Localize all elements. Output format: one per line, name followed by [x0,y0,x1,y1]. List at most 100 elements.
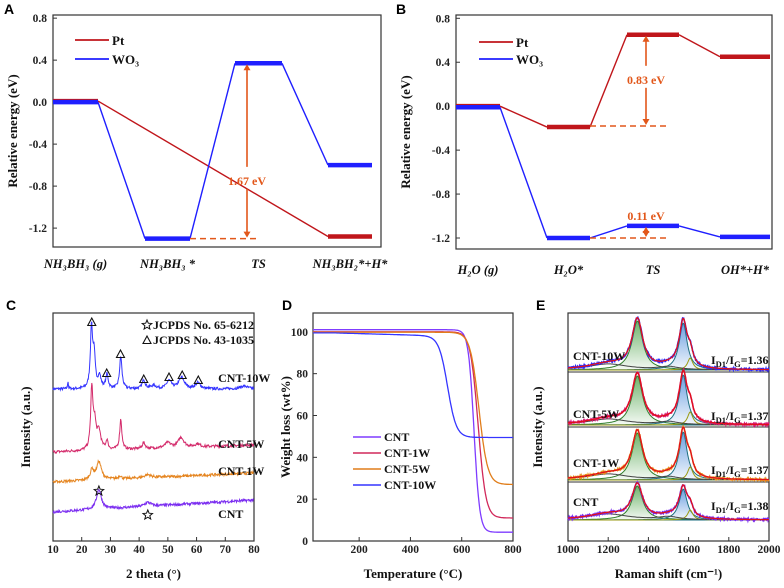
legend-label: WO₃ [516,52,543,67]
raman-spectrum-cnt [567,480,770,524]
legend-label: Pt [516,35,529,50]
tga-curve-cnt-10w [313,332,513,439]
ratio-subscript: G [734,505,741,515]
x-tick-label: 800 [504,544,522,556]
arrow-head-down [642,231,650,238]
series-pt [456,32,770,130]
x-tick-label: 60 [191,544,203,556]
series-label: CNT-5W [573,407,619,421]
x-tick-label: 1200 [597,544,620,556]
triangle-peak-marker [115,348,126,359]
x-tick-label: 600 [453,544,471,556]
connector-line [97,100,329,238]
ratio-subscript: G [734,359,741,369]
raman-spectrum-cnt-1w [567,424,770,484]
series-label: CNT-1W [573,456,619,470]
y-tick-label: 60 [297,410,309,422]
ratio-subscript: D1 [716,469,726,479]
series-label: CNT-10W [573,349,625,363]
legend-triangle-icon [142,334,152,345]
y-axis-label: Intensity (a.u.) [18,386,33,467]
intensity-ratio-label: ID1/IG=1.37 [711,463,769,479]
legend-label: JCPDS No. 65-6212 [153,318,254,332]
cumulative-fit [567,369,769,426]
plot-frame [312,312,514,542]
connector-line [589,34,628,128]
star-peak-marker [141,508,154,521]
intensity-ratio-label: ID1/IG=1.37 [711,409,769,425]
y-tick-label: 0.8 [33,13,48,25]
y-tick-label: 0.4 [436,57,451,69]
ratio-text: /I [725,463,734,477]
raman-spectrum-cnt-10w [567,315,770,373]
plot-frame [52,312,255,542]
connector-line [499,105,548,128]
connector-line [189,63,236,239]
xrd-trace-cnt-10w [52,321,255,392]
star-peak-marker [92,484,105,497]
y-tick-label: -0.4 [432,145,450,157]
x-axis-label: 2 theta (°) [126,566,181,581]
ratio-text: = [741,499,748,513]
ratio-text: 1.37 [748,409,769,423]
tga-chart: 200 400 600 800 0 20 40 60 80 100 Temperature (°C)… [278,312,522,581]
y-tick-label: 20 [297,494,309,506]
y-tick-label: 0 [302,536,308,548]
energy-barrier-annotation: 0.11 eV [590,209,666,239]
ratio-text: I [711,463,716,477]
y-tick-label: 0.0 [33,97,48,109]
y-tick-label: -1.2 [29,223,47,235]
x-tick-label: 80 [248,544,260,556]
legend-label: CNT-10W [384,478,436,492]
panel-label-c: C [6,297,16,313]
plot-frame [52,14,382,248]
x-tick-label: 40 [133,544,145,556]
series-label: CNT [218,507,243,521]
triangle-peak-marker [193,374,204,385]
y-axis-label: Relative energy (eV) [5,74,20,187]
panel-label-d: D [282,297,292,313]
ratio-subscript: G [734,469,741,479]
legend-label: CNT [384,430,409,444]
ratio-text: I [711,353,716,367]
x-tick-label: 20 [76,544,88,556]
intensity-ratio-label: ID1/IG=1.38 [711,499,769,515]
arrow-head-up [642,35,650,42]
ratio-text: I [711,409,716,423]
ratio-subscript: D1 [716,359,726,369]
y-tick-label: -0.8 [29,181,47,193]
legend-label: CNT-5W [384,462,430,476]
ratio-subscript: D1 [716,415,726,425]
y-tick-label: -0.8 [432,189,450,201]
barrier-value-label: 1.67 eV [228,174,266,188]
category-label: NH₃BH₃ (g) [43,257,107,271]
legend-label: Pt [112,33,125,48]
y-tick-label: 0.4 [33,55,48,67]
legend-star-icon [140,318,154,331]
x-tick-label: 1600 [677,544,700,556]
xrd-trace-cnt-1w [52,459,254,485]
category-label: NH₃BH₂*+H* [312,257,389,271]
y-tick-label: 0.8 [436,13,451,25]
ratio-text: 1.36 [748,353,769,367]
tga-curve-cnt-5w [313,331,513,486]
y-axis-label: Intensity (a.u.) [530,386,545,467]
ratio-text: /I [725,409,734,423]
x-tick-label: 2000 [758,544,781,556]
triangle-peak-marker [101,367,112,378]
series-label: CNT-10W [218,371,270,385]
connector-line [678,225,721,238]
category-label: TS [251,257,266,271]
ratio-text: /I [725,499,734,513]
cumulative-fit [567,316,769,371]
intensity-ratio-label: ID1/IG=1.36 [711,353,769,369]
y-tick-label: 0.0 [436,101,451,113]
plot-frame [455,14,773,250]
ratio-subscript: G [734,415,741,425]
xrd-trace-cnt [52,488,254,515]
x-tick-label: 1800 [717,544,740,556]
x-tick-label: 1400 [637,544,660,556]
x-axis-label: Temperature (°C) [364,566,463,581]
x-tick-label: 10 [47,544,59,556]
